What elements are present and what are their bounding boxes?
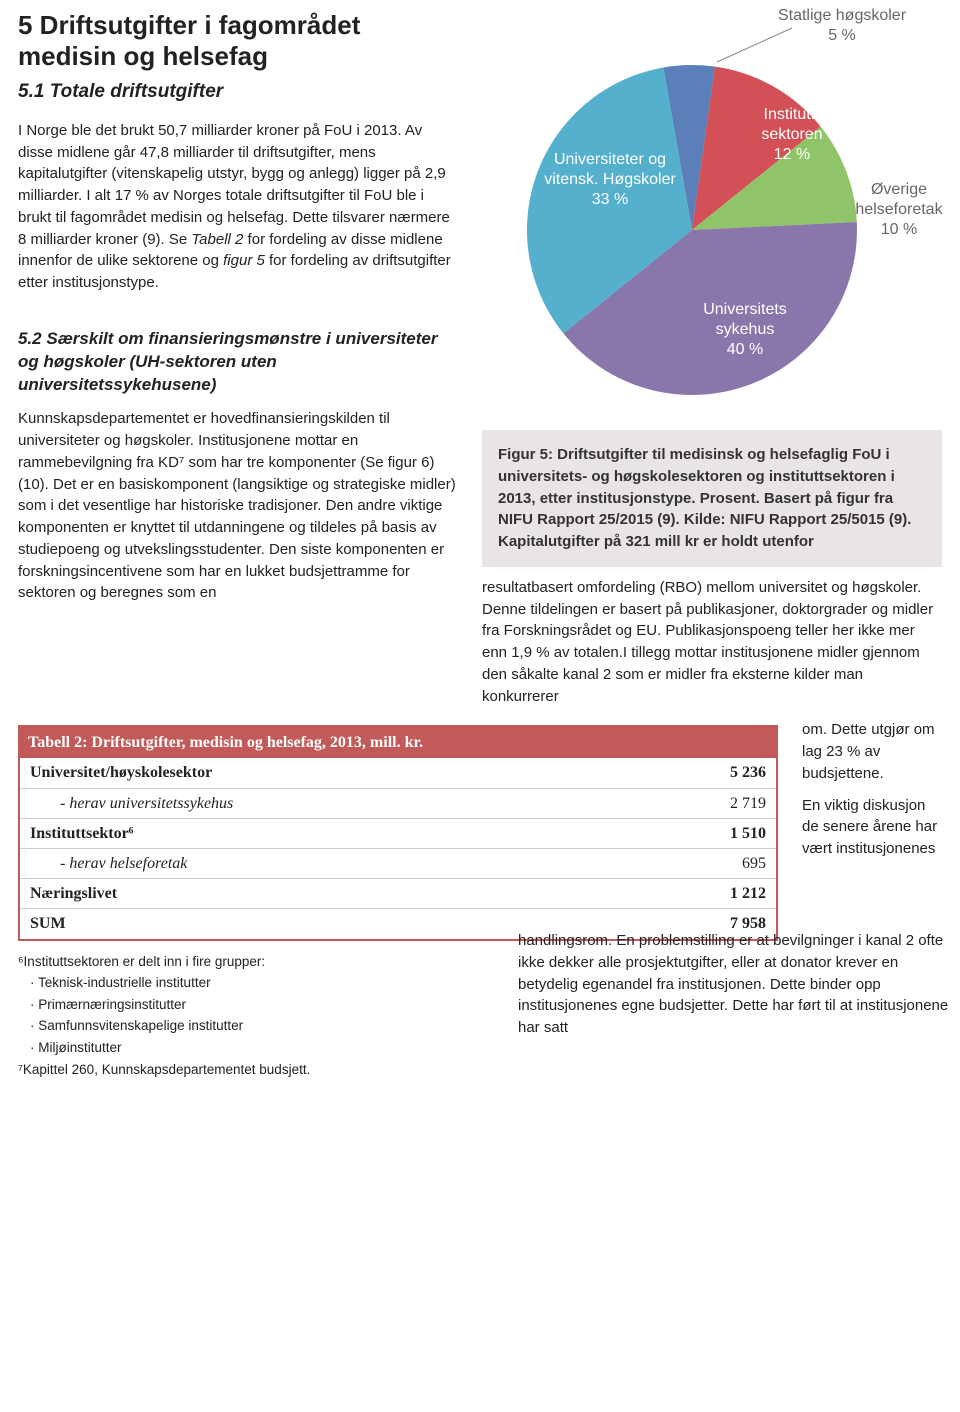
table-cell-value: 1 510 [730,822,766,845]
table-row: - herav helseforetak 695 [20,849,776,879]
pie-label-sykehus: Universitets sykehus 40 % [680,300,810,360]
pie-label-univ: Universiteter og vitensk. Høgskoler 33 % [530,150,690,210]
table-row: - herav universitetssykehus 2 719 [20,789,776,819]
table-2: Tabell 2: Driftsutgifter, medisin og hel… [18,725,778,940]
side-text-2: En viktig diskusjon de senere årene har … [802,795,942,860]
document-page: 5 Driftsutgifter i fagområdet medisin og… [0,0,960,1071]
table-cell-value: 695 [742,852,766,875]
table-cell-value: 5 236 [730,761,766,784]
subsection-5-1: 5.1 Totale driftsutgifter [18,78,458,106]
table-row: Instituttsektor⁶ 1 510 [20,819,776,849]
table-row: Næringslivet 1 212 [20,879,776,909]
pie-label-2-text: Institutt-sektoren [761,106,822,143]
table-cell-label: - herav helseforetak [30,852,187,875]
table-cell-value: 1 212 [730,882,766,905]
table-cell-label: Instituttsektor⁶ [30,822,133,845]
pie-chart-figure-5: Statlige høgskoler 5 % Institutt-sektore… [482,10,942,430]
table-row: Universitet/høyskolesektor 5 236 [20,758,776,788]
section-heading: 5 Driftsutgifter i fagområdet medisin og… [18,10,458,72]
paragraph-1: I Norge ble det brukt 50,7 milliarder kr… [18,120,458,294]
table-cell-value: 2 719 [730,792,766,815]
paragraph-2: Kunnskapsdepartementet er hovedfinansier… [18,408,458,604]
right-continuation: handlingsrom. En problemstilling er at b… [518,930,958,1039]
figure-5-caption: Figur 5: Driftsutgifter til medisinsk og… [482,430,942,567]
table-cell-label: Næringslivet [30,882,117,905]
footnote-7: ⁷Kapittel 260, Kunnskapsdepartementet bu… [18,1059,778,1081]
table-cell-label: SUM [30,912,66,935]
pie-label-3-pct: 10 % [881,221,917,238]
pie-label-4-text: Universitets sykehus [703,301,787,338]
side-text-1: om. Dette utgjør om lag 23 % av budsjett… [802,719,942,784]
pie-label-3-text: Øverige helseforetak [855,181,942,218]
pie-label-4-pct: 40 % [727,341,763,358]
pie-label-0-pct: 33 % [592,191,628,208]
upper-columns: 5 Driftsutgifter i fagområdet medisin og… [18,10,942,719]
pie-label-1-text: Statlige høgskoler [778,7,906,24]
right-paragraph-2: handlingsrom. En problemstilling er at b… [518,930,958,1039]
table-cell-label: Universitet/høyskolesektor [30,761,212,784]
pie-label-institutt: Institutt-sektoren 12 % [742,105,842,165]
pie-label-statlige: Statlige høgskoler 5 % [772,6,912,46]
right-paragraph-1: resultatbasert omfordeling (RBO) mellom … [482,577,942,708]
left-column: 5 Driftsutgifter i fagområdet medisin og… [18,10,458,719]
table-2-title: Tabell 2: Driftsutgifter, medisin og hel… [20,727,776,758]
para1-text: I Norge ble det brukt 50,7 milliarder kr… [18,122,450,248]
ref-figur5: figur 5 [223,252,265,269]
subsection-5-2: 5.2 Særskilt om finansieringsmønstre i u… [18,328,458,397]
pie-label-1-pct: 5 % [828,27,856,44]
fn-item-3: · Miljøinstitutter [30,1037,778,1059]
pie-label-ovrige: Øverige helseforetak 10 % [844,180,954,240]
pie-label-0-text: Universiteter og vitensk. Høgskoler [544,151,676,188]
table-cell-label: - herav universitetssykehus [30,792,233,815]
right-column: Statlige høgskoler 5 % Institutt-sektore… [482,10,942,719]
pie-label-2-pct: 12 % [774,146,810,163]
ref-tabell2: Tabell 2 [191,231,243,248]
